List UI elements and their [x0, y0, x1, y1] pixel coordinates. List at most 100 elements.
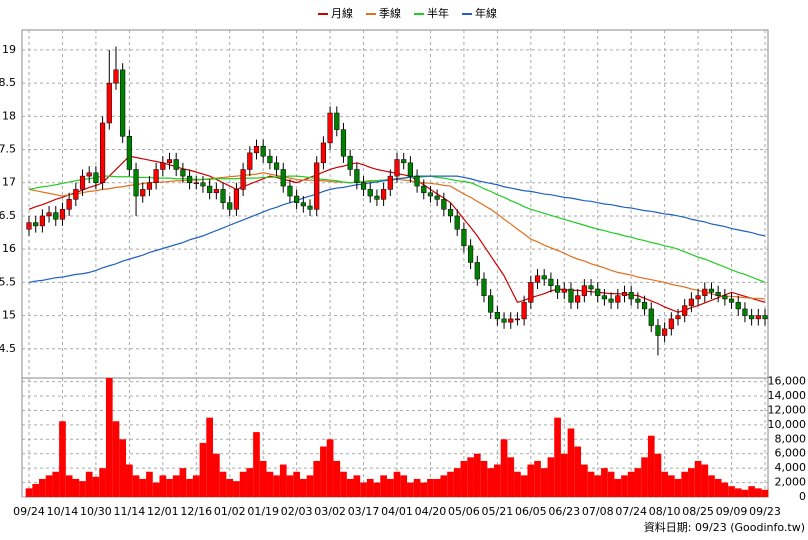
volume-bar — [728, 486, 735, 497]
volume-bar — [85, 471, 93, 497]
candle-body — [247, 152, 253, 170]
candle-body — [113, 69, 119, 84]
legend-label: 月線 — [331, 6, 353, 20]
candle-body — [722, 295, 728, 300]
volume-bar — [279, 464, 287, 497]
candle-body — [407, 162, 413, 177]
candle-body — [260, 145, 266, 157]
volume-bar — [320, 446, 327, 497]
volume-bar — [373, 482, 381, 497]
candle-body — [340, 129, 347, 157]
x-tick-label: 01/02 — [214, 505, 246, 518]
candle-body — [755, 315, 761, 320]
candle-body — [675, 315, 681, 320]
y-tick-label: 18.5 — [0, 76, 16, 89]
candle-body — [394, 159, 400, 177]
candle-body — [140, 189, 146, 197]
volume-bar — [105, 378, 113, 497]
candle-body — [86, 172, 92, 177]
volume-bar — [366, 478, 374, 497]
y2-tick-label: 0 — [799, 490, 806, 503]
candle-body — [287, 185, 293, 197]
volume-bar — [574, 446, 581, 497]
volume-bar — [453, 468, 461, 497]
candle-body — [668, 318, 674, 330]
volume-bar — [520, 475, 528, 497]
y-tick-label: 17.5 — [0, 143, 16, 156]
volume-bar — [420, 482, 428, 497]
candle-body — [93, 172, 99, 183]
candle-body — [521, 302, 527, 320]
volume-bar — [400, 475, 408, 497]
volume-bar — [634, 468, 642, 497]
x-tick-label: 05/21 — [482, 505, 514, 518]
volume-bar — [607, 471, 615, 497]
volume-bar — [152, 482, 160, 497]
candle-body — [728, 298, 735, 303]
volume-bar — [239, 471, 247, 497]
candle-body — [294, 195, 300, 203]
volume-bar — [360, 482, 367, 497]
volume-bar — [72, 478, 80, 497]
candle-body — [59, 209, 66, 220]
candle-body — [153, 169, 159, 183]
source: 資料日期: 09/23 (Goodinfo.tw) — [644, 520, 805, 534]
volume-bar — [567, 428, 575, 497]
volume-bar — [192, 475, 200, 497]
candle-body — [481, 278, 487, 296]
volume-bar — [126, 464, 133, 497]
candle-body — [314, 162, 320, 210]
x-tick-label: 09/23 — [749, 505, 781, 518]
y-tick-label: 15 — [2, 309, 16, 322]
candle-body — [554, 285, 561, 293]
volume-bar — [25, 488, 33, 497]
candle-body — [227, 202, 233, 210]
candle-body — [575, 295, 581, 303]
candle-body — [514, 318, 521, 321]
volume-bar — [346, 478, 354, 497]
volume-bar — [647, 435, 655, 497]
volume-bar — [560, 453, 568, 497]
x-tick-label: 07/08 — [582, 505, 614, 518]
volume-bar — [661, 471, 668, 497]
volume-bar — [59, 421, 66, 497]
volume-bar — [39, 478, 46, 497]
volume-bar — [587, 471, 595, 497]
volume-bar — [433, 478, 441, 497]
volume-bar — [754, 488, 762, 497]
candle-body — [608, 298, 614, 303]
volume-bar — [112, 421, 120, 497]
volume-bar — [219, 471, 227, 497]
candle-body — [146, 182, 153, 190]
candle-body — [33, 222, 39, 227]
x-tick-label: 08/25 — [682, 505, 714, 518]
volume-bar — [473, 453, 481, 497]
volume-bar — [353, 475, 361, 497]
candle-body — [240, 169, 246, 190]
candle-body — [548, 278, 554, 286]
candle-body — [501, 318, 507, 323]
candle-body — [695, 295, 701, 300]
volume-bar — [226, 478, 234, 497]
volume-bar — [467, 457, 474, 497]
y-tick-label: 15.5 — [0, 275, 16, 288]
volume-bar — [407, 482, 414, 497]
x-tick-label: 01/19 — [247, 505, 279, 518]
x-tick-label: 11/14 — [114, 505, 146, 518]
volume-bar — [299, 478, 307, 497]
volume-bar — [667, 475, 675, 497]
candle-body — [662, 328, 668, 336]
candle-body — [193, 182, 199, 184]
volume-bar — [99, 468, 106, 497]
volume-bar — [413, 478, 421, 497]
volume-bar — [159, 475, 167, 497]
volume-bar — [447, 471, 454, 497]
candle-body — [66, 199, 72, 210]
candle-body — [427, 192, 434, 197]
candle-body — [233, 189, 240, 210]
candle-body — [735, 302, 741, 310]
y-tick-label: 16 — [2, 242, 16, 255]
candle-body — [749, 315, 755, 320]
candle-body — [320, 142, 326, 164]
volume-bar — [246, 468, 254, 497]
